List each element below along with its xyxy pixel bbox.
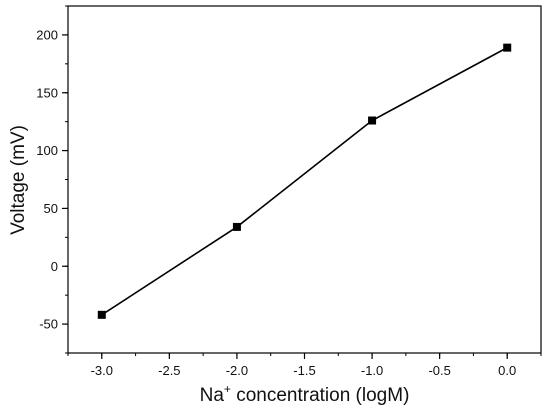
data-point (232, 222, 241, 231)
data-point (97, 310, 106, 319)
y-tick-label: 0 (51, 259, 58, 274)
y-tick-label: 200 (36, 27, 58, 42)
y-tick-label: 150 (36, 85, 58, 100)
x-tick-label: -1.5 (293, 363, 315, 378)
x-tick-label: 0.0 (498, 363, 516, 378)
x-tick-label: -3.0 (91, 363, 113, 378)
y-axis-label: Voltage (mV) (8, 125, 29, 235)
series-line (101, 46, 508, 316)
series-group (97, 43, 512, 319)
y-tick-label: 50 (44, 201, 58, 216)
y-tick-label: 100 (36, 143, 58, 158)
x-axis-ticks: -3.0 -2.5 -2.0 -1.5 -1.0 -0.5 0.0 (91, 353, 516, 378)
data-point (368, 116, 377, 125)
minor-ticks (65, 5, 542, 356)
x-tick-label: -0.5 (428, 363, 450, 378)
y-tick-label: -50 (39, 317, 58, 332)
y-axis-ticks: -50 0 50 100 150 200 (36, 27, 68, 332)
x-tick-label: -1.0 (361, 363, 383, 378)
x-tick-label: -2.0 (226, 363, 248, 378)
plot-frame (67, 5, 542, 354)
x-axis-label: Na+ concentration (logM) (200, 382, 410, 406)
data-point (503, 43, 512, 52)
x-tick-label: -2.5 (158, 363, 180, 378)
